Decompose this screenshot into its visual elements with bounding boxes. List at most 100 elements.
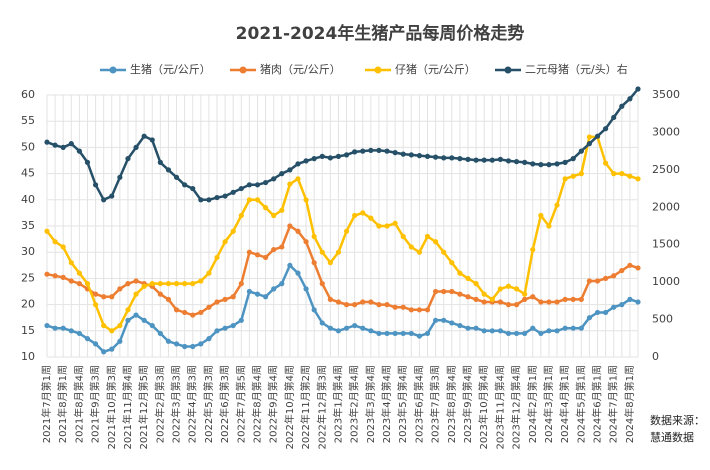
point — [198, 278, 204, 284]
point — [311, 233, 317, 240]
y-tick-label: 40 — [21, 193, 35, 206]
point — [554, 328, 560, 334]
point — [206, 336, 212, 342]
point — [635, 86, 641, 92]
point — [182, 281, 188, 287]
point — [603, 309, 609, 316]
y-tick-label: 60 — [21, 88, 35, 101]
point — [360, 210, 366, 216]
point — [141, 133, 147, 139]
y2-tick-label: 1500 — [652, 238, 680, 251]
point — [400, 233, 406, 240]
point — [295, 270, 301, 276]
x-tick-label: 2021年8月第1周 — [56, 365, 69, 443]
point — [173, 281, 180, 287]
point — [76, 148, 82, 154]
point — [238, 185, 244, 192]
x-tick-label: 2022年3月第3周 — [170, 365, 183, 443]
point — [392, 330, 398, 337]
point — [424, 233, 431, 240]
point — [384, 330, 390, 337]
point — [303, 239, 309, 245]
point — [76, 270, 82, 276]
point — [246, 249, 252, 255]
point — [214, 328, 220, 334]
point — [473, 281, 479, 287]
point — [165, 296, 172, 302]
point — [433, 317, 439, 323]
point — [92, 182, 99, 188]
point — [335, 328, 342, 334]
point — [206, 304, 212, 310]
point — [157, 159, 163, 165]
y2-tick-label: 500 — [652, 313, 673, 326]
point — [594, 133, 601, 139]
point — [214, 194, 220, 201]
point — [376, 302, 382, 308]
point — [117, 338, 123, 344]
x-tick-label: 2022年5月第3周 — [202, 365, 215, 443]
point — [109, 193, 115, 199]
point — [327, 155, 333, 161]
point — [457, 270, 463, 276]
point — [117, 286, 123, 292]
point — [578, 148, 584, 154]
x-tick-label: 2022年8月第4周 — [250, 365, 263, 443]
point — [481, 328, 487, 334]
point — [522, 159, 528, 165]
point — [157, 281, 163, 287]
point — [530, 246, 536, 253]
point — [513, 159, 520, 165]
point — [473, 325, 479, 331]
point — [513, 286, 520, 292]
point — [101, 294, 107, 300]
x-tick-label: 2022年10月第4周 — [283, 365, 296, 450]
point — [279, 207, 285, 213]
x-tick-label: 2023年9月第4周 — [461, 365, 474, 443]
y2-tick-label: 3000 — [652, 125, 680, 138]
point — [327, 260, 333, 266]
source-name: 慧通数据 — [650, 430, 694, 444]
point — [538, 212, 544, 219]
point — [190, 343, 196, 350]
point — [92, 341, 99, 347]
point — [44, 322, 50, 329]
point — [433, 154, 439, 160]
point — [222, 239, 228, 245]
point — [433, 239, 439, 245]
point — [271, 246, 277, 253]
point — [578, 296, 584, 302]
y-tick-label: 25 — [21, 271, 35, 284]
point — [384, 223, 390, 229]
y-tick-label: 55 — [21, 114, 35, 127]
point — [52, 239, 58, 245]
legend-label: 生猪（元/公斤） — [130, 62, 211, 76]
point — [530, 294, 536, 300]
point — [400, 304, 406, 310]
point — [562, 176, 568, 182]
point — [360, 299, 366, 305]
point — [400, 330, 406, 337]
point — [165, 167, 172, 173]
point — [457, 322, 463, 329]
point — [198, 197, 204, 203]
point — [441, 155, 447, 161]
point — [165, 338, 172, 344]
point — [262, 205, 269, 211]
point — [303, 158, 309, 164]
x-tick-label: 2023年1月第4周 — [331, 365, 344, 443]
point — [101, 349, 107, 355]
point — [52, 142, 58, 148]
x-tick-label: 2024年2月第1周 — [526, 365, 539, 443]
point — [627, 173, 633, 179]
point — [238, 281, 244, 287]
point — [287, 262, 293, 268]
point — [84, 281, 91, 287]
point — [368, 328, 374, 334]
y-tick-label: 30 — [21, 245, 35, 258]
point — [457, 156, 463, 162]
point — [611, 114, 617, 121]
legend-marker — [239, 66, 247, 74]
y-tick-label: 15 — [21, 324, 35, 337]
point — [319, 281, 325, 287]
